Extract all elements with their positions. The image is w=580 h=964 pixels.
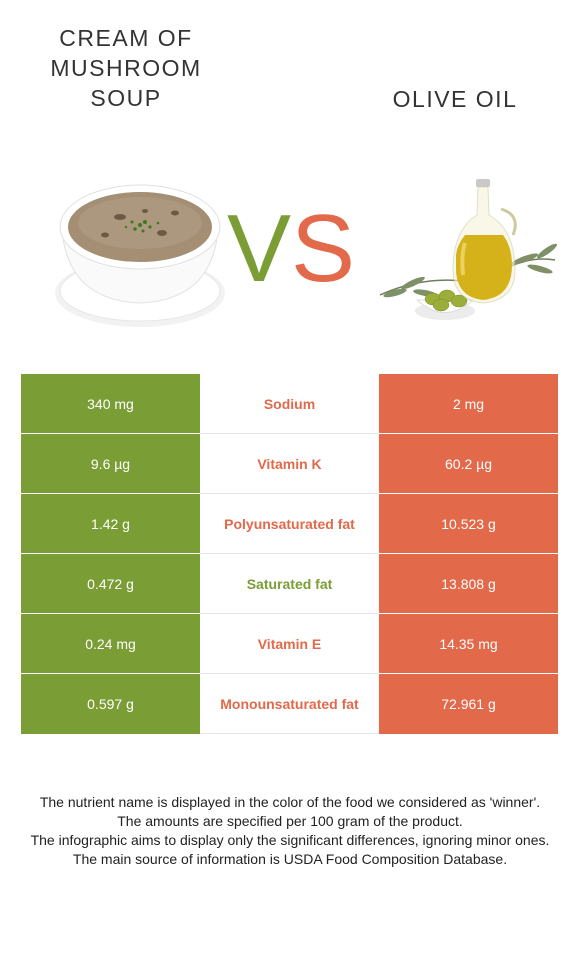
right-food-title: OLIVE OIL [392, 86, 518, 112]
left-value: 0.597 g [21, 673, 200, 734]
vs-graphic: V S [227, 195, 355, 290]
right-value: 14.35 mg [379, 613, 558, 674]
olive-oil-image [379, 179, 557, 320]
left-value: 9.6 µg [21, 433, 200, 494]
nutrient-name: Sodium [200, 374, 379, 434]
left-value: 340 mg [21, 374, 200, 434]
right-value: 2 mg [379, 374, 558, 434]
comparison-table: 340 mg Sodium 2 mg 9.6 µg Vitamin K 60.2 µg 1.… [21, 374, 558, 734]
right-value: 10.523 g [379, 493, 558, 554]
footer-line: The main source of information is USDA F… [72, 851, 508, 867]
vs-letter-s: S [291, 195, 355, 290]
comparison-row: 1.42 g Polyunsaturated fat 10.523 g [21, 493, 558, 554]
nutrient-name: Saturated fat [200, 553, 379, 614]
footer-line: The infographic aims to display only the… [30, 832, 550, 848]
footer-notes: The nutrient name is displayed in the co… [20, 793, 560, 869]
vs-letter-v: V [227, 195, 291, 290]
right-value: 60.2 µg [379, 433, 558, 494]
footer-line: The nutrient name is displayed in the co… [39, 794, 541, 810]
left-value: 1.42 g [21, 493, 200, 554]
footer-line: The amounts are specified per 100 gram o… [117, 813, 463, 829]
comparison-row: 0.472 g Saturated fat 13.808 g [21, 553, 558, 614]
comparison-row: 0.597 g Monounsaturated fat 72.961 g [21, 673, 558, 734]
left-value: 0.24 mg [21, 613, 200, 674]
mushroom-soup-image [55, 184, 225, 327]
left-value: 0.472 g [21, 553, 200, 614]
comparison-row: 0.24 mg Vitamin E 14.35 mg [21, 613, 558, 674]
comparison-row: 9.6 µg Vitamin K 60.2 µg [21, 433, 558, 494]
nutrient-name: Polyunsaturated fat [200, 493, 379, 554]
nutrient-name: Monounsaturated fat [200, 673, 379, 734]
nutrient-name: Vitamin K [200, 433, 379, 494]
nutrient-name: Vitamin E [200, 613, 379, 674]
right-value: 72.961 g [379, 673, 558, 734]
left-food-title: CREAM OF MUSHROOM SOUP [50, 25, 202, 111]
right-value: 13.808 g [379, 553, 558, 614]
comparison-row: 340 mg Sodium 2 mg [21, 374, 558, 434]
